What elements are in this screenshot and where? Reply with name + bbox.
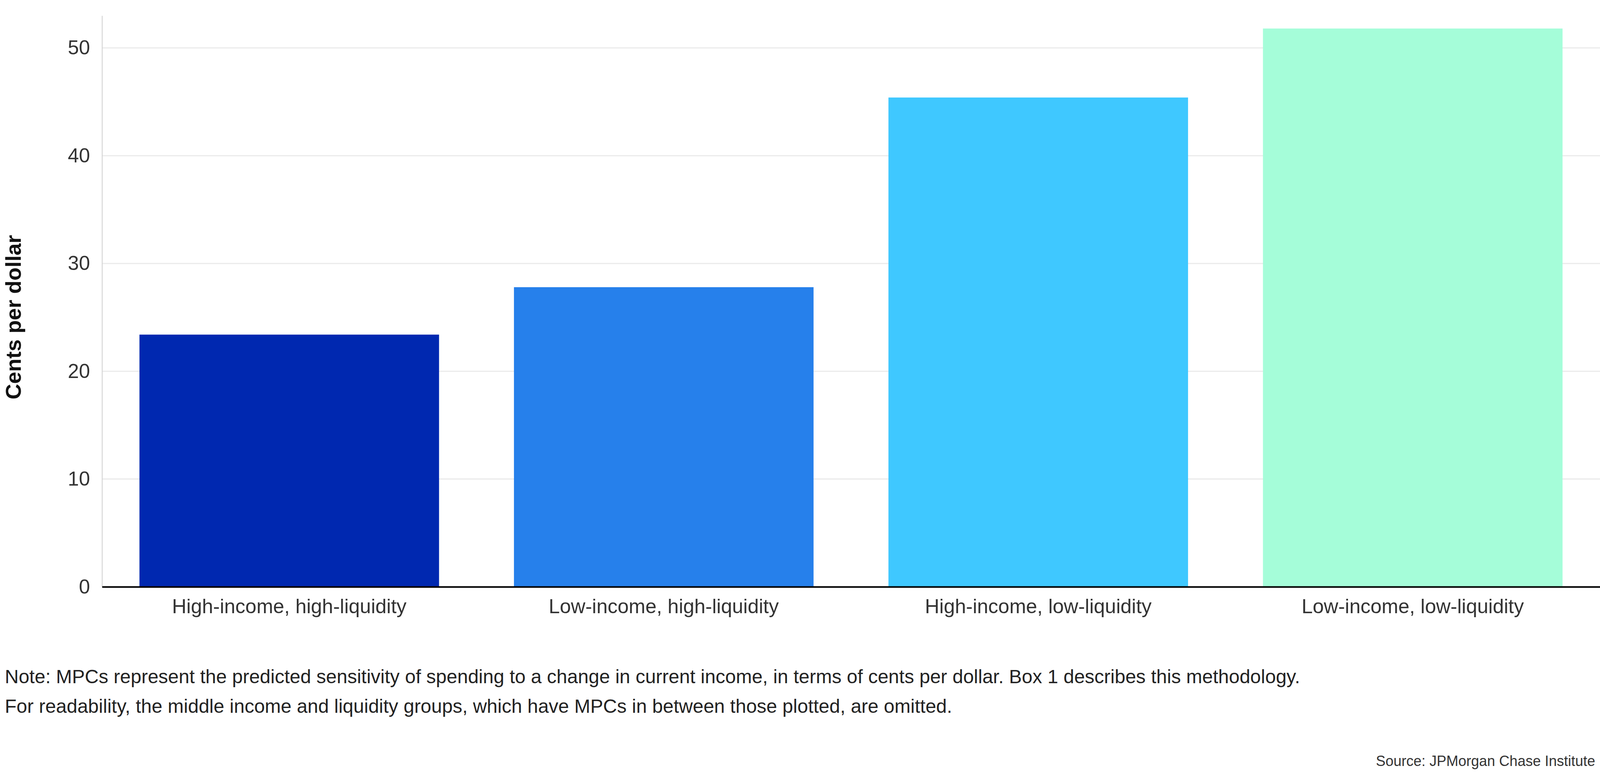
y-tick-label: 40 (67, 144, 90, 167)
note: Note: MPCs represent the predicted sensi… (4, 666, 1300, 688)
bar (139, 334, 440, 587)
grid-line (102, 586, 1600, 588)
x-tick: Low-income, low-liquidity (1301, 586, 1524, 618)
x-tick-label: High-income, low-liquidity (924, 595, 1152, 618)
x-tick-label: Low-income, high-liquidity (548, 595, 779, 618)
y-tick: 50 (67, 36, 102, 59)
bar (1262, 28, 1563, 587)
y-tick: 10 (67, 467, 102, 490)
x-tick: Low-income, high-liquidity (548, 586, 779, 618)
y-tick: 0 (78, 575, 102, 598)
y-tick-label: 20 (67, 360, 90, 383)
y-tick-label: 30 (67, 252, 90, 275)
note: For readability, the middle income and l… (4, 695, 952, 717)
y-axis-line (102, 16, 103, 588)
bar (514, 287, 814, 587)
x-tick: High-income, high-liquidity (172, 586, 407, 618)
x-tick-label: High-income, high-liquidity (172, 595, 407, 618)
source: Source: JPMorgan Chase Institute (1376, 752, 1596, 770)
x-tick: High-income, low-liquidity (924, 586, 1152, 618)
x-tick-label: Low-income, low-liquidity (1301, 595, 1524, 618)
bars (139, 28, 1563, 587)
bar (888, 97, 1188, 587)
y-tick: 30 (67, 252, 102, 275)
y-tick-label: 10 (67, 467, 90, 490)
chart: 0 10 20 30 40 50 High-income, high-liquidity Lo… (0, 0, 1600, 776)
y-axis: 0 10 20 30 40 50 (67, 16, 102, 598)
y-tick: 40 (67, 144, 102, 167)
x-axis: High-income, high-liquidity Low-income, h… (102, 586, 1600, 618)
y-tick: 20 (67, 360, 102, 383)
y-tick-label: 50 (67, 36, 90, 59)
y-tick-label: 0 (78, 575, 90, 598)
y-axis-title: Cents per dollar (1, 234, 26, 400)
baseline (102, 586, 1600, 588)
